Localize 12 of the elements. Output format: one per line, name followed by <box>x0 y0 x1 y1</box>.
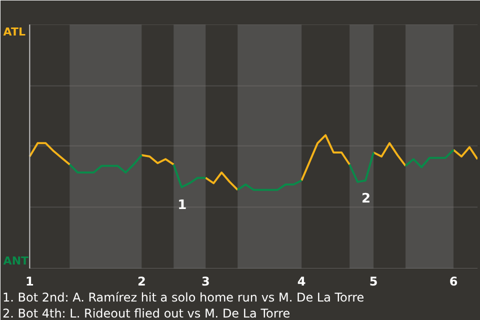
x-tick-label: 1 <box>26 274 34 288</box>
x-tick-label: 2 <box>137 274 146 288</box>
text: ATL <box>3 26 26 38</box>
text: ANT <box>3 254 30 268</box>
x-tick-label: 3 <box>201 274 210 288</box>
text: 1. Bot 2nd: A. Ramírez hit a solo home run vs M. De La Torre <box>2 290 364 304</box>
annotation: 1 <box>178 198 187 214</box>
x-tick-label: 5 <box>369 274 378 288</box>
x-tick-label: 6 <box>449 274 458 288</box>
annotation: 2 <box>362 192 371 206</box>
text: 2. Bot 4th: L. Rideout flied out vs M. De La Torre <box>2 306 290 320</box>
x-tick-label: 4 <box>297 274 306 288</box>
